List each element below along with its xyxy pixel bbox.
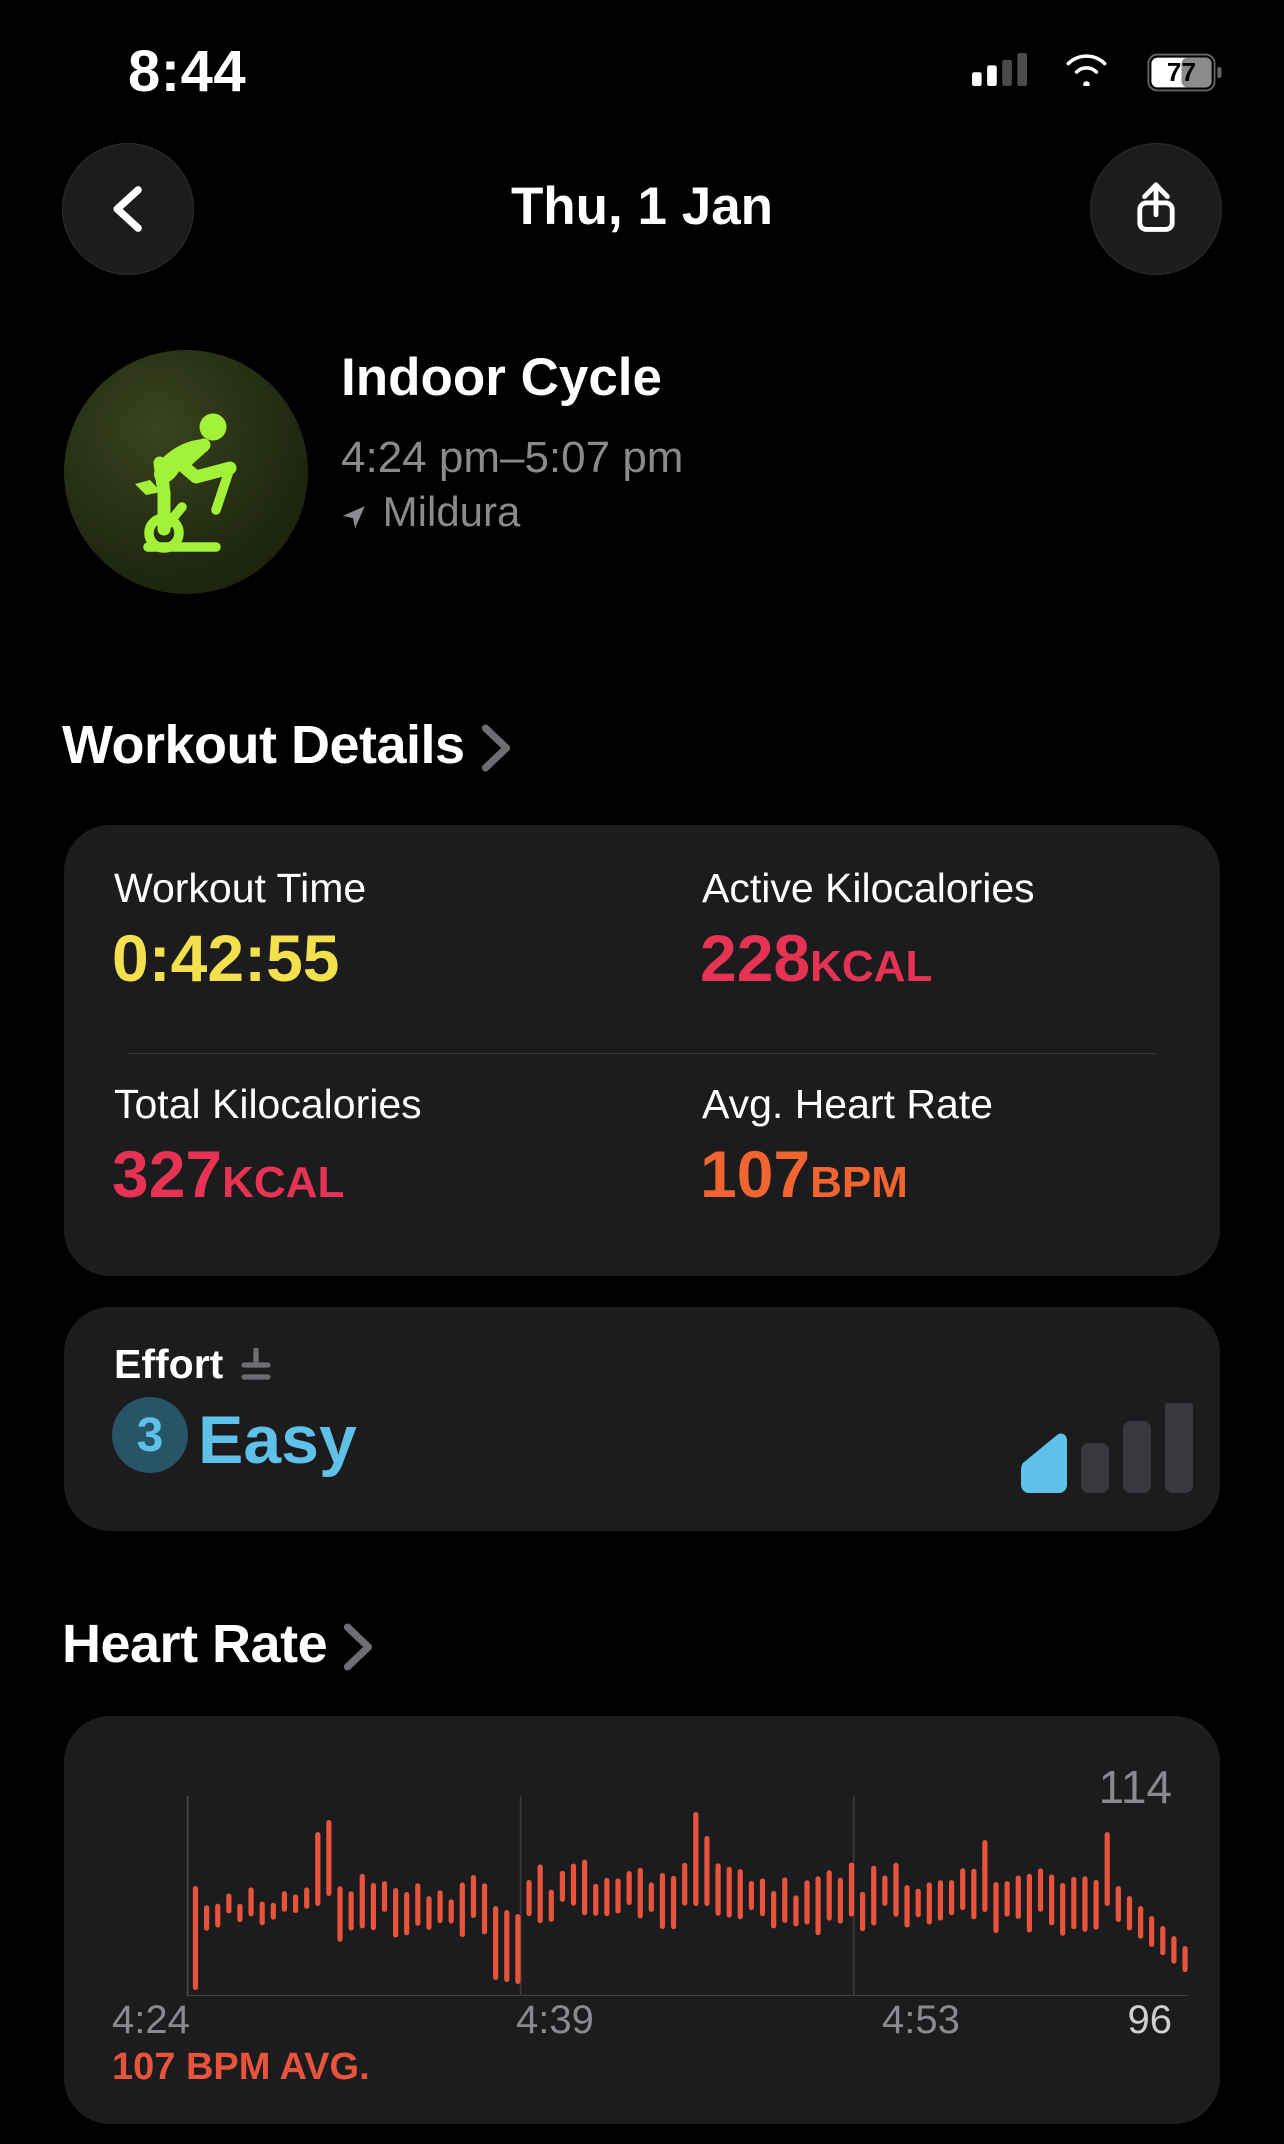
svg-text:77: 77 (1167, 57, 1196, 87)
